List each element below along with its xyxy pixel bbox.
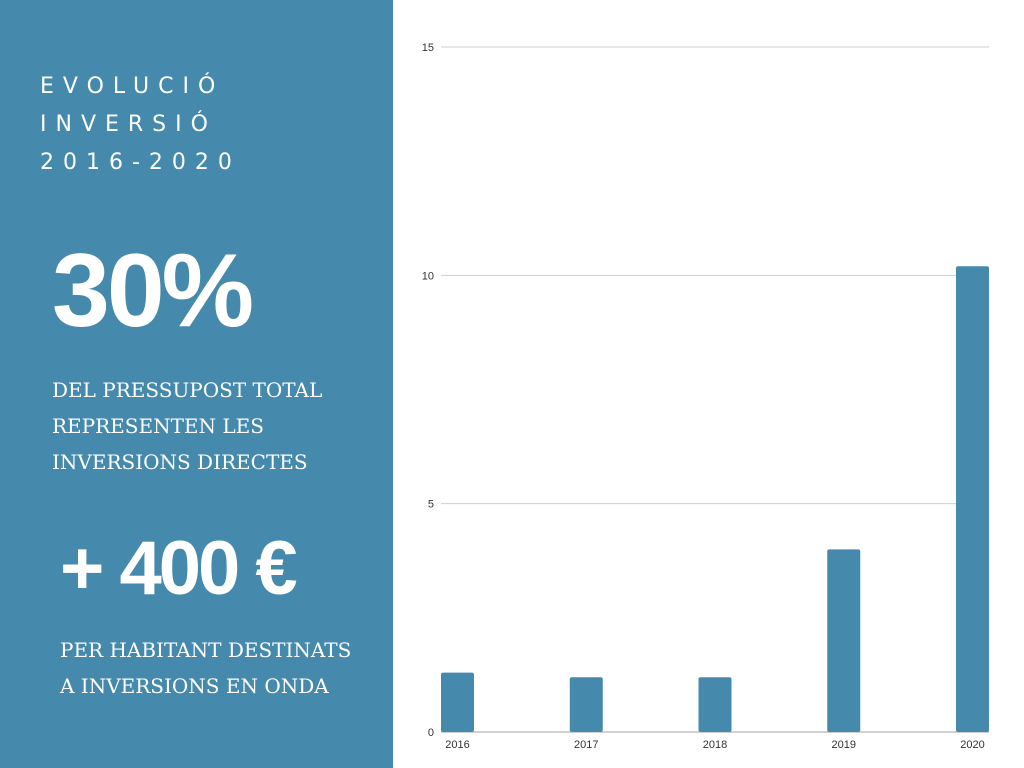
bar-2019 (827, 549, 861, 732)
bar-2020 (956, 266, 989, 732)
desc-line: DEL PRESSUPOST TOTAL (52, 378, 323, 402)
title-line: 2016-2020 (40, 150, 241, 175)
x-tick-label: 2020 (960, 739, 984, 751)
bar-2017 (569, 677, 603, 732)
y-tick-label: 15 (422, 42, 434, 54)
bar-2018 (698, 677, 732, 732)
bar-2016 (441, 672, 474, 732)
desc-line: A INVERSIONS EN ONDA (60, 674, 329, 698)
stat-per-capita: + 400 € (60, 526, 298, 611)
stat-percent-description: DEL PRESSUPOST TOTAL REPRESENTEN LES INV… (52, 372, 322, 480)
desc-line: PER HABITANT DESTINATS (60, 638, 352, 662)
x-tick-label: 2018 (703, 739, 727, 751)
stat-per-capita-description: PER HABITANT DESTINATS A INVERSIONS EN O… (60, 632, 351, 704)
stat-percent: 30% (52, 233, 254, 349)
y-tick-label: 10 (422, 270, 434, 282)
y-tick-label: 0 (428, 727, 434, 739)
title-line: INVERSIÓ (40, 112, 217, 137)
x-tick-label: 2017 (574, 739, 598, 751)
info-panel: EVOLUCIÓ INVERSIÓ 2016-2020 30% DEL PRES… (0, 0, 393, 768)
desc-line: INVERSIONS DIRECTES (52, 450, 308, 474)
panel-title: EVOLUCIÓ INVERSIÓ 2016-2020 (40, 68, 241, 182)
y-tick-label: 5 (428, 499, 434, 511)
x-tick-label: 2019 (832, 739, 856, 751)
title-line: EVOLUCIÓ (40, 74, 225, 99)
x-tick-label: 2016 (445, 739, 469, 751)
desc-line: REPRESENTEN LES (52, 414, 264, 438)
